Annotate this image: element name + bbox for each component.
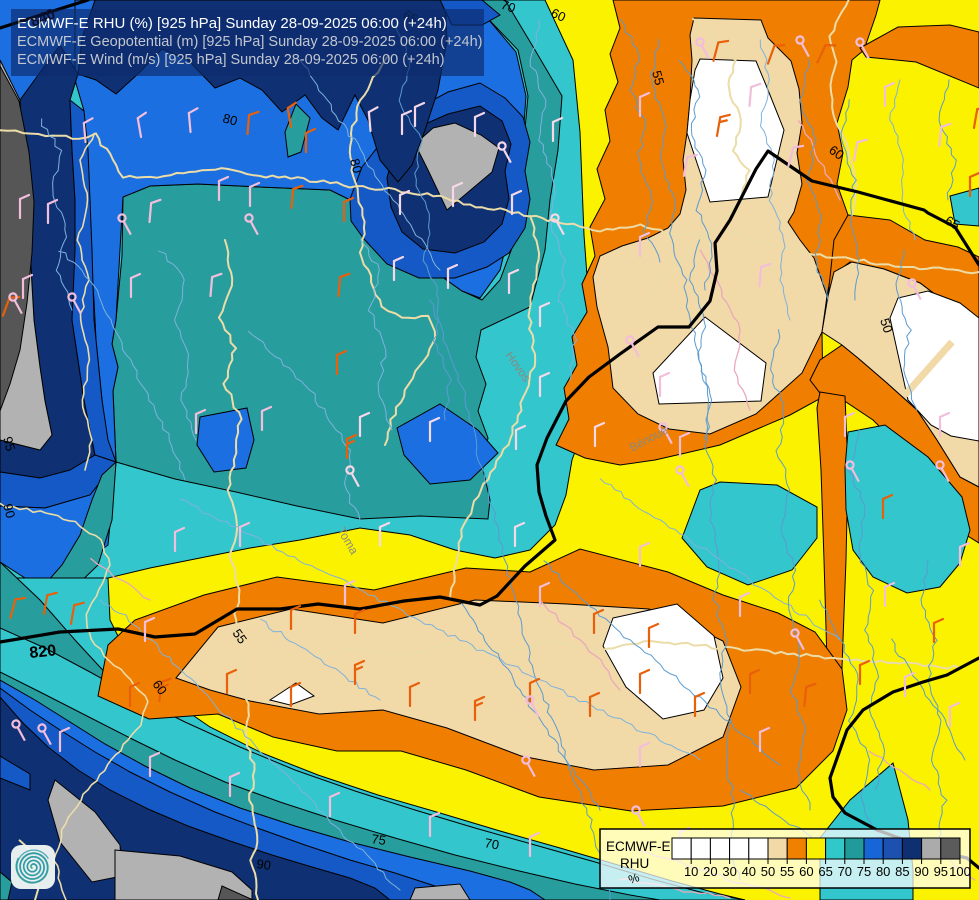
svg-text:55: 55 [780,864,794,879]
svg-text:20: 20 [703,864,717,879]
svg-text:95: 95 [934,864,948,879]
svg-text:ECMWF-E: ECMWF-E [606,839,671,854]
svg-text:100: 100 [949,864,971,879]
svg-text:60: 60 [799,864,813,879]
svg-text:%: % [627,870,642,887]
svg-text:90: 90 [0,502,18,520]
svg-text:65: 65 [818,864,832,879]
svg-text:80: 80 [221,110,239,128]
svg-text:70: 70 [499,0,518,16]
svg-text:55: 55 [649,69,667,87]
svg-text:60: 60 [549,5,568,25]
svg-text:75: 75 [371,831,387,848]
svg-text:90: 90 [256,856,272,873]
svg-text:70: 70 [838,864,852,879]
svg-text:ECMWF-E RHU (%) [925 hPa] Sund: ECMWF-E RHU (%) [925 hPa] Sunday 28-09-2… [17,15,447,32]
svg-text:85: 85 [895,864,909,879]
svg-text:90: 90 [914,864,928,879]
svg-text:30: 30 [722,864,736,879]
svg-text:65: 65 [943,213,963,233]
svg-text:ECMWF-E Geopotential (m) [925: ECMWF-E Geopotential (m) [925 hPa] Sunda… [17,34,482,50]
svg-text:ECMWF-E Wind (m/s) [925 hPa] S: ECMWF-E Wind (m/s) [925 hPa] Sunday 28-0… [17,52,445,68]
svg-text:70: 70 [483,835,500,852]
svg-text:820: 820 [29,642,57,662]
svg-text:60: 60 [826,142,846,163]
svg-text:60: 60 [150,677,171,697]
svg-text:80: 80 [876,864,890,879]
svg-text:50: 50 [877,316,896,334]
svg-text:95: 95 [0,435,18,453]
svg-text:RHU: RHU [620,856,649,871]
svg-text:10: 10 [684,864,698,879]
svg-text:75: 75 [857,864,871,879]
svg-text:80: 80 [347,157,365,175]
svg-text:55: 55 [230,626,251,646]
svg-text:50: 50 [761,864,775,879]
svg-text:40: 40 [742,864,756,879]
